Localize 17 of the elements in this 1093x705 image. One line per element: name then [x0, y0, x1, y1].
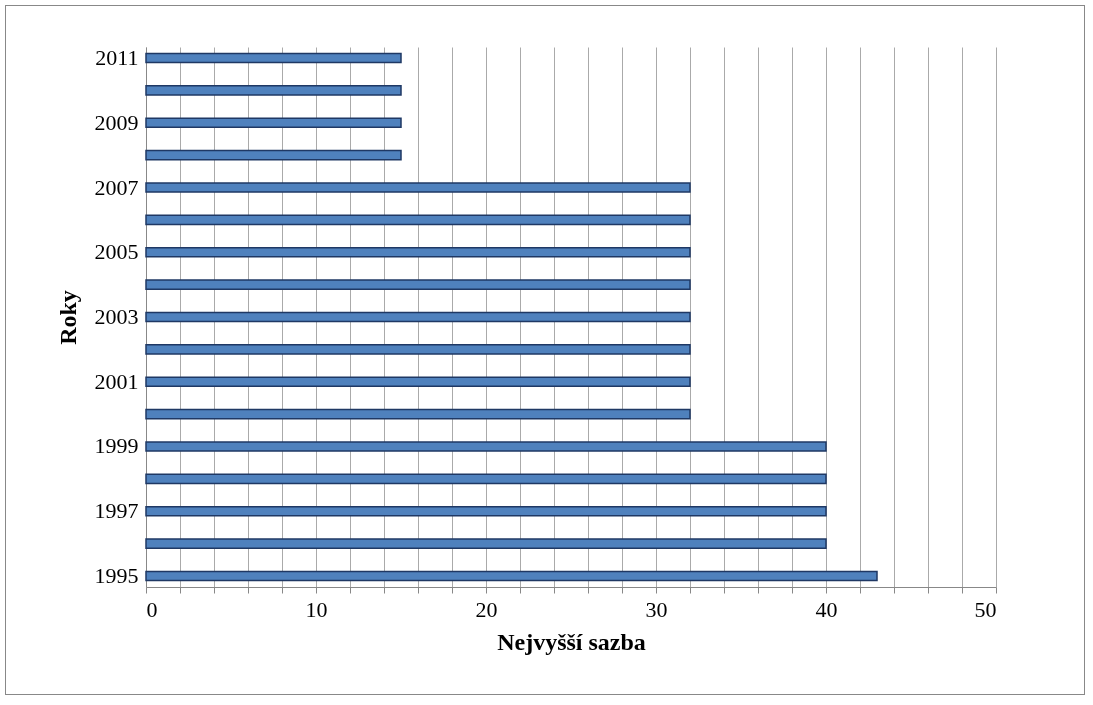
- y-tick-label: 1999: [94, 433, 139, 459]
- y-tick-label: 2003: [94, 304, 139, 329]
- y-tick-label: 1995: [94, 562, 139, 588]
- y-tick-label: 2011: [95, 45, 139, 71]
- x-tick-label: 30: [645, 596, 668, 622]
- x-tick-label: 10: [305, 596, 328, 622]
- x-tick-label: 40: [815, 596, 838, 622]
- x-tick-label: 20: [475, 596, 498, 622]
- y-tick-label: 2007: [94, 174, 139, 200]
- y-axis-title: Roky: [54, 290, 81, 345]
- x-tick-label: 50: [974, 596, 997, 622]
- x-tick-label: 0: [146, 596, 158, 622]
- x-axis-title: Nejvyšší sazba: [497, 628, 646, 655]
- y-tick-label: 2001: [94, 368, 139, 394]
- y-tick-label: 1997: [94, 498, 139, 524]
- y-tick-label: 2005: [94, 239, 139, 265]
- y-tick-label: 2009: [94, 109, 139, 135]
